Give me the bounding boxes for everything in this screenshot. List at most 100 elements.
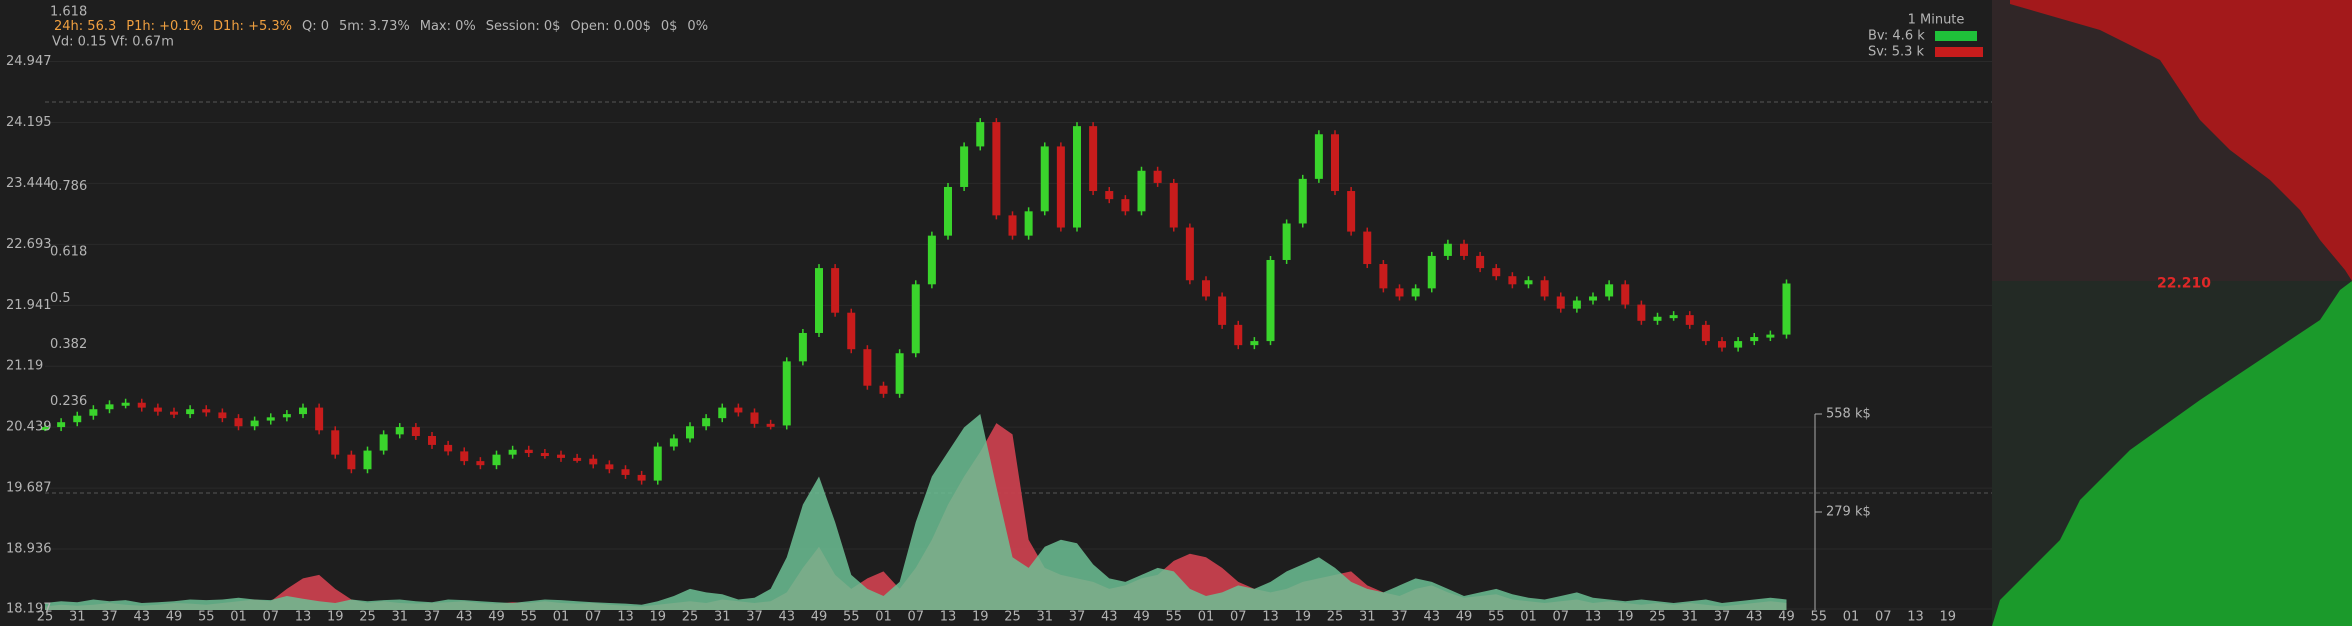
candle <box>105 404 114 410</box>
candle <box>428 435 436 445</box>
legend-swatch <box>1935 47 1983 57</box>
candle <box>605 464 614 470</box>
candle <box>1556 296 1565 309</box>
candle <box>1137 170 1146 212</box>
candle <box>621 469 630 475</box>
x-tick-label: 07 <box>907 610 924 625</box>
fib-label: 0.618 <box>50 245 87 260</box>
candle <box>782 361 791 426</box>
candle <box>540 453 549 457</box>
x-tick-label: 01 <box>875 610 892 625</box>
x-tick-label: 31 <box>1036 610 1053 625</box>
x-tick-label: 01 <box>1198 610 1215 625</box>
volume <box>45 413 1822 610</box>
candle <box>73 415 82 423</box>
candle <box>1766 334 1775 338</box>
candle <box>1331 134 1339 192</box>
candle <box>879 385 888 394</box>
fib-label: 0.5 <box>50 291 71 306</box>
x-tick-label: 49 <box>811 610 828 625</box>
candle <box>1653 316 1662 321</box>
x-tick-label: 49 <box>1456 610 1473 625</box>
x-tick-label: 31 <box>1681 610 1698 625</box>
x-tick-label: 19 <box>972 610 989 625</box>
candle <box>718 407 727 419</box>
candle <box>669 438 678 447</box>
candle <box>411 427 420 436</box>
x-tick-label: 01 <box>1843 610 1860 625</box>
candle <box>1266 259 1275 342</box>
x-tick-label: 31 <box>1359 610 1376 625</box>
x-tick-label: 25 <box>1649 610 1666 625</box>
x-tick-label: 37 <box>1714 610 1731 625</box>
candle <box>1718 341 1726 348</box>
x-tick-label: 55 <box>520 610 537 625</box>
volume-tick-label: 558 k$ <box>1826 407 1871 422</box>
y-tick-label: 20.439 <box>6 420 52 435</box>
header-item: D1h: +5.3% <box>213 19 292 34</box>
x-tick-label: 25 <box>1004 610 1021 625</box>
x-tick-label: 19 <box>1617 610 1634 625</box>
candle <box>363 450 372 470</box>
candle <box>1314 134 1323 179</box>
candle <box>1411 288 1420 297</box>
candle <box>395 427 404 435</box>
candle <box>686 426 694 439</box>
x-tick-label: 43 <box>456 610 473 625</box>
candle <box>492 454 501 466</box>
candle <box>266 417 275 421</box>
candle <box>1540 280 1549 297</box>
candle <box>1476 255 1485 269</box>
ask-depth <box>2010 0 2352 281</box>
x-tick-label: 13 <box>1585 610 1602 625</box>
x-tick-label: 13 <box>940 610 957 625</box>
candle <box>1572 300 1581 309</box>
x-tick-label: 19 <box>1939 610 1956 625</box>
candle <box>41 427 49 431</box>
x-tick-label: 49 <box>1133 610 1150 625</box>
candle <box>1056 146 1065 228</box>
candle <box>1605 284 1614 297</box>
fib-label: 0.236 <box>50 394 87 409</box>
x-tick-label: 25 <box>37 610 54 625</box>
x-tick-label: 19 <box>1294 610 1311 625</box>
x-tick-label: 37 <box>424 610 441 625</box>
candle <box>1379 264 1388 289</box>
candle <box>476 461 485 466</box>
candle <box>1105 191 1114 200</box>
x-tick-label: 25 <box>682 610 699 625</box>
candle <box>153 407 162 412</box>
candle <box>702 418 711 427</box>
x-tick-label: 01 <box>230 610 247 625</box>
header-item: Session: 0$ <box>486 19 561 34</box>
header-item: 24h: 56.3 <box>54 19 116 34</box>
candle <box>573 457 582 461</box>
candle <box>734 407 743 413</box>
candle <box>637 474 646 481</box>
candle <box>379 434 388 451</box>
candle <box>653 446 662 481</box>
candle <box>57 422 66 428</box>
x-tick-label: 49 <box>1778 610 1795 625</box>
header-item: 0% <box>687 19 708 34</box>
y-tick-label: 21.19 <box>6 359 43 374</box>
header-item: 0$ <box>661 19 678 34</box>
candle <box>250 420 259 427</box>
y-tick-label: 21.941 <box>6 298 52 313</box>
candle <box>1250 341 1259 346</box>
y-tick-label: 24.947 <box>6 54 52 69</box>
candle <box>831 268 840 313</box>
candle <box>1460 243 1468 256</box>
candle <box>1234 324 1243 346</box>
candle <box>766 423 775 427</box>
candle <box>1024 211 1033 236</box>
candle <box>1685 315 1694 325</box>
candle <box>863 349 872 386</box>
candle <box>1282 223 1291 260</box>
candle <box>944 186 952 236</box>
candle <box>1298 178 1307 224</box>
candle <box>798 332 807 362</box>
candle <box>1701 324 1710 342</box>
